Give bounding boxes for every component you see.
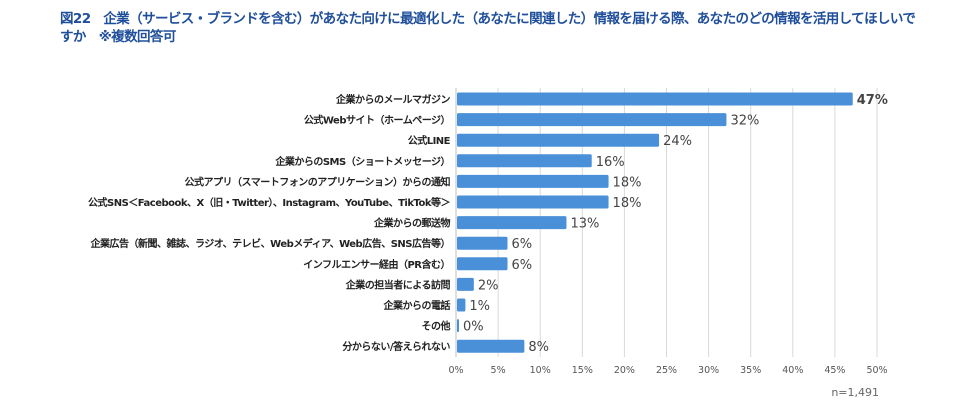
bar — [457, 236, 508, 250]
category-label: 公式LINE — [408, 134, 451, 147]
category-label: 企業からの電話 — [383, 299, 451, 312]
bar — [457, 339, 525, 353]
bar — [457, 92, 853, 106]
data-label: 18% — [613, 196, 642, 211]
data-label: 32% — [730, 114, 759, 129]
category-label: 企業の担当者による訪問 — [345, 278, 451, 291]
data-label: 18% — [613, 175, 642, 190]
bar — [457, 216, 567, 230]
bar — [457, 298, 466, 312]
data-label: 6% — [512, 258, 533, 273]
bar — [457, 195, 609, 209]
chart-title: 図22 企業（サービス・ブランドを含む）があなた向けに最適化した（あなたに関連し… — [60, 11, 916, 45]
category-label: 企業からの郵送物 — [373, 217, 450, 230]
sample-size-note: n=1,491 — [831, 386, 879, 399]
category-label: インフルエンサー経由（PR含む） — [303, 258, 450, 271]
x-tick-label: 45% — [824, 365, 845, 376]
x-tick-label: 35% — [740, 365, 761, 376]
category-label: 分からない/答えられない — [342, 340, 450, 353]
data-label: 1% — [469, 299, 490, 314]
x-tick-label: 0% — [448, 365, 463, 376]
category-label: 公式SNS＜Facebook、X（旧・Twitter）、Instagram、Yo… — [88, 196, 450, 209]
data-label: 2% — [478, 278, 499, 293]
category-label: 企業からのメールマガジン — [335, 93, 450, 106]
bar — [457, 257, 508, 271]
bar — [457, 113, 727, 127]
data-label: 8% — [528, 340, 549, 355]
data-label: 13% — [570, 217, 599, 232]
category-label: 企業広告（新聞、雑誌、ラジオ、テレビ、Webメディア、Web広告、SNS広告等） — [89, 237, 450, 250]
x-tick-label: 15% — [572, 365, 593, 376]
data-label: 16% — [596, 155, 625, 170]
data-label: 24% — [663, 134, 692, 149]
data-label: 47% — [857, 93, 888, 108]
x-tick-label: 10% — [530, 365, 551, 376]
category-label: その他 — [422, 320, 451, 333]
category-label: 公式アプリ（スマートフォンのアプリケーション）からの通知 — [185, 175, 451, 188]
x-tick-label: 30% — [698, 365, 719, 376]
x-tick-label: 25% — [656, 365, 677, 376]
x-tick-label: 5% — [491, 365, 506, 376]
x-tick-label: 50% — [866, 365, 887, 376]
bar — [457, 277, 474, 291]
bar — [457, 319, 459, 333]
category-label: 公式Webサイト（ホームページ） — [304, 114, 450, 127]
category-label: 企業からのSMS（ショートメッセージ） — [274, 155, 450, 168]
data-label: 6% — [512, 237, 533, 252]
x-tick-label: 20% — [614, 365, 635, 376]
x-tick-label: 40% — [782, 365, 803, 376]
bar — [457, 133, 660, 147]
data-label: 0% — [463, 320, 484, 335]
bar — [457, 174, 609, 188]
bar — [457, 154, 592, 168]
